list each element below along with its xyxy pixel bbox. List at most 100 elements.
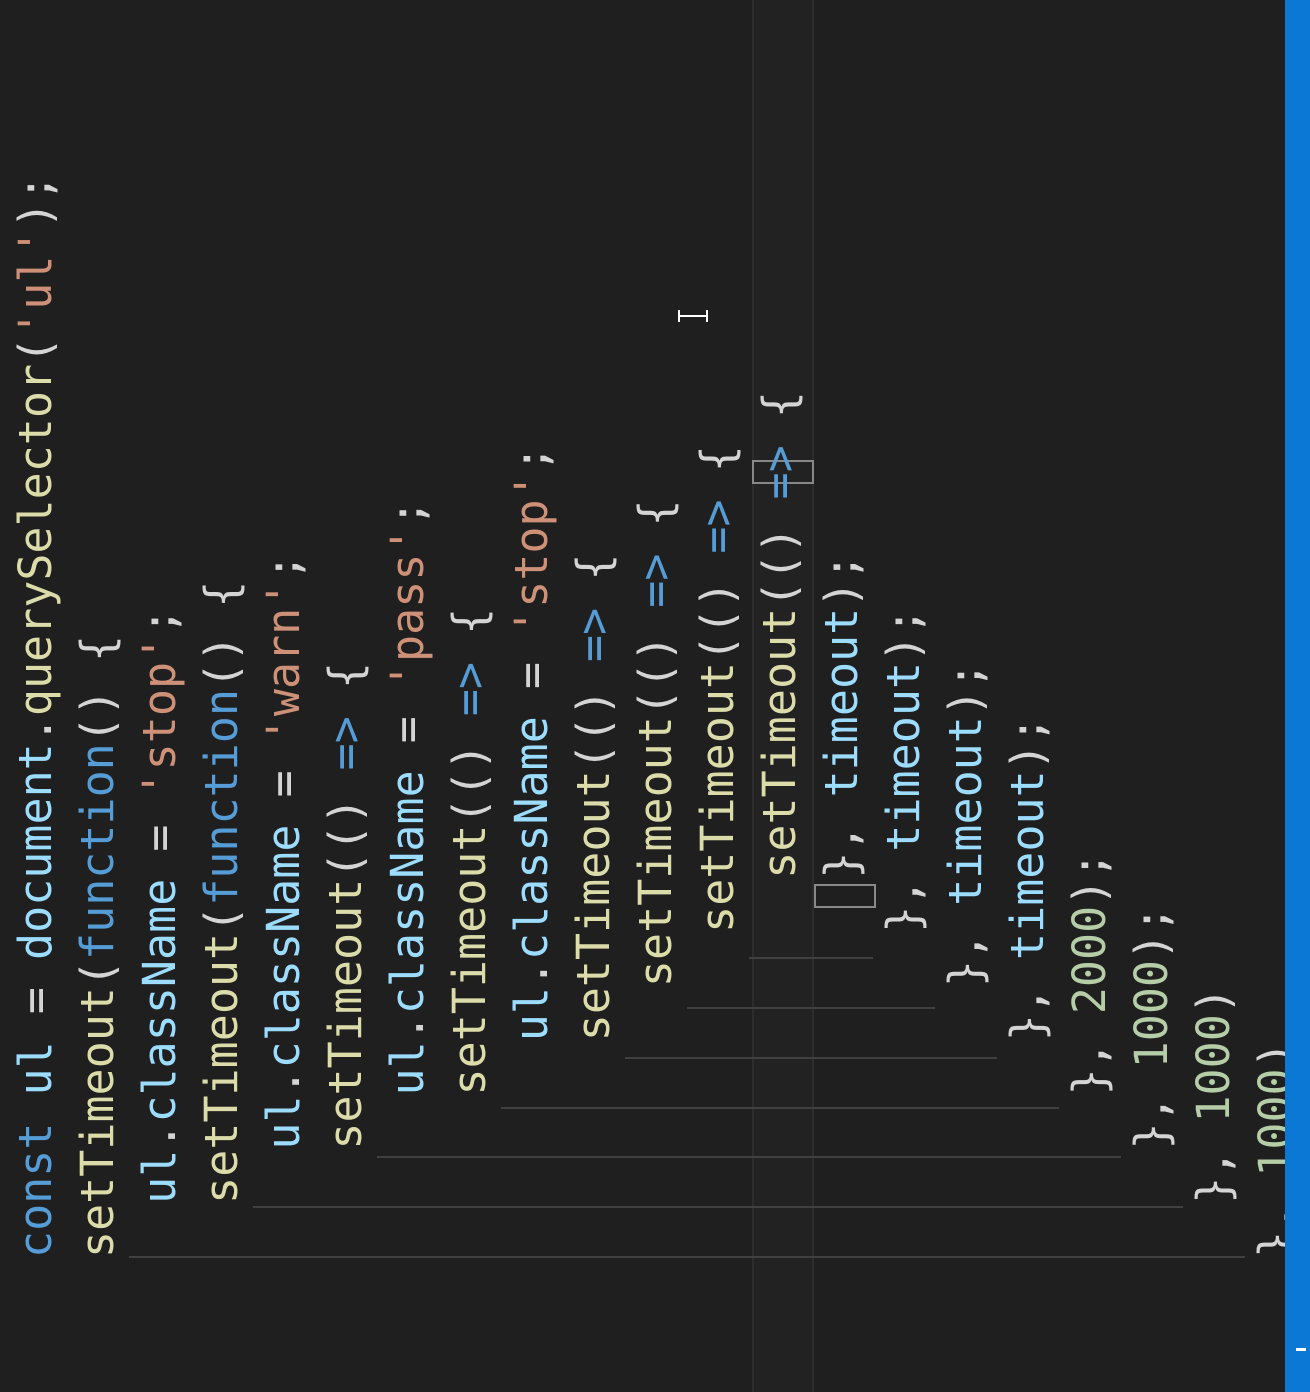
string-token: 'stop' xyxy=(505,472,558,635)
code-line: setTimeout(() => { xyxy=(749,391,811,1258)
punctuation-token: (() xyxy=(691,553,744,662)
punctuation-token: ( xyxy=(71,959,124,988)
code-line: ul.className = 'stop'; xyxy=(501,445,563,1258)
punctuation-token: () { xyxy=(195,580,248,690)
identifier-token: ul xyxy=(9,1041,62,1096)
code-line: setTimeout(function() { xyxy=(191,581,253,1258)
punctuation-token: ; xyxy=(257,553,310,581)
string-token: 'pass' xyxy=(381,526,434,690)
punctuation-token: }, xyxy=(939,905,992,1258)
function-name-token: setTimeout xyxy=(629,716,682,988)
punctuation-token: ; xyxy=(505,445,558,473)
number-token: 1000 xyxy=(1249,1068,1285,1177)
punctuation-token: { xyxy=(629,499,682,554)
code-line: ul.className = 'warn'; xyxy=(253,554,315,1258)
code-line: ul.className = 'pass'; xyxy=(377,499,439,1258)
punctuation-token: ); xyxy=(9,174,62,229)
punctuation-token: = xyxy=(257,743,310,825)
punctuation-token xyxy=(505,1041,558,1258)
code-line: setTimeout(() => { xyxy=(315,662,377,1258)
punctuation-token: { xyxy=(691,445,744,500)
punctuation-token xyxy=(443,1095,496,1258)
identifier-token: timeout xyxy=(939,716,992,906)
arrow-token: => xyxy=(567,607,620,662)
code-line: }, 1000) xyxy=(1183,987,1245,1258)
identifier-token: ul xyxy=(257,1095,310,1150)
code-line: setTimeout(() => { xyxy=(625,499,687,1258)
punctuation-token xyxy=(567,1041,620,1258)
identifier-token: document xyxy=(9,743,62,960)
function-name-token: setTimeout xyxy=(443,824,496,1096)
identifier-token: className xyxy=(505,716,558,960)
string-token: 'stop' xyxy=(133,634,186,798)
punctuation-token: = xyxy=(505,634,558,717)
punctuation-token: (() xyxy=(443,716,496,825)
punctuation-token: (() xyxy=(753,499,806,608)
punctuation-token: = xyxy=(133,797,186,879)
punctuation-token: }, xyxy=(1187,1122,1240,1258)
punctuation-token xyxy=(629,987,682,1258)
code-line: ul.className = 'stop'; xyxy=(129,608,191,1258)
punctuation-token: { xyxy=(319,661,372,717)
function-name-token: setTimeout xyxy=(691,661,744,933)
code-line: }, 2000); xyxy=(1059,852,1121,1258)
punctuation-token: }, xyxy=(815,797,868,1258)
identifier-token: timeout xyxy=(815,607,868,798)
function-name-token: setTimeout xyxy=(567,770,620,1042)
number-token: 1000 xyxy=(1187,1014,1240,1123)
arrow-token: => xyxy=(443,661,496,717)
identifier-token: timeout xyxy=(877,661,930,852)
punctuation-token xyxy=(257,1150,310,1258)
vertical-scrollbar[interactable] xyxy=(1285,0,1310,1392)
punctuation-token: . xyxy=(257,1068,310,1096)
punctuation-token: ) xyxy=(1187,987,1240,1015)
punctuation-token xyxy=(195,1204,248,1258)
punctuation-token: { xyxy=(753,391,806,446)
function-name-token: setTimeout xyxy=(319,878,372,1150)
function-name-token: setTimeout xyxy=(753,607,806,879)
punctuation-token: . xyxy=(9,716,62,744)
punctuation-token: ( xyxy=(9,336,62,364)
code-line: }, 1000); xyxy=(1121,906,1183,1258)
keyword-token: function xyxy=(195,689,248,906)
punctuation-token: }, xyxy=(1063,1014,1116,1258)
keyword-token: function xyxy=(71,743,124,960)
punctuation-token: }, xyxy=(1249,1203,1285,1258)
punctuation-token xyxy=(319,1150,372,1258)
punctuation-token xyxy=(133,1204,186,1258)
punctuation-token: ); xyxy=(877,607,930,662)
code-line: const ul = document.querySelector('ul'); xyxy=(5,174,67,1258)
code-line: setTimeout(() => { xyxy=(687,445,749,1258)
arrow-token: => xyxy=(629,553,682,608)
punctuation-token: ); xyxy=(1001,716,1054,771)
punctuation-token xyxy=(753,879,806,1258)
code-line: setTimeout(function() { xyxy=(67,635,129,1258)
identifier-token: ul xyxy=(133,1149,186,1204)
code-line: }, timeout); xyxy=(873,608,935,1258)
punctuation-token: ( xyxy=(195,905,248,933)
punctuation-token: { xyxy=(567,553,620,608)
code-line: }, timeout); xyxy=(935,662,997,1258)
identifier-token: className xyxy=(133,878,186,1123)
string-token: 'warn' xyxy=(257,580,310,744)
identifier-token: timeout xyxy=(1001,770,1054,960)
punctuation-token xyxy=(691,933,744,1258)
string-token: 'ul' xyxy=(9,228,62,337)
punctuation-token: }, xyxy=(1001,959,1054,1258)
punctuation-token: = xyxy=(381,689,434,771)
identifier-token: className xyxy=(257,824,310,1069)
punctuation-token xyxy=(9,1095,62,1122)
identifier-token: className xyxy=(381,770,434,1015)
function-name-token: setTimeout xyxy=(195,932,248,1204)
code-line: }, timeout); xyxy=(997,716,1059,1258)
punctuation-token: () { xyxy=(71,634,124,744)
punctuation-token: = xyxy=(9,959,62,1042)
number-token: 2000 xyxy=(1063,905,1116,1015)
code-line: }, 1000) xyxy=(1245,1041,1285,1258)
number-token: 1000 xyxy=(1125,959,1178,1069)
code-line: }, timeout); xyxy=(811,554,873,1258)
punctuation-token: (() xyxy=(629,607,682,717)
arrow-token: => xyxy=(691,499,744,554)
